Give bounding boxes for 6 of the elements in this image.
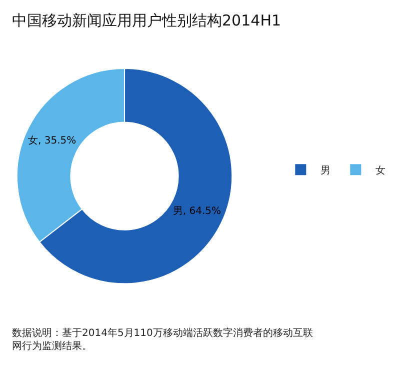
chart-title: 中国移动新闻应用用户性别结构2014H1: [12, 11, 282, 30]
data-label: 女, 35.5%: [28, 134, 76, 147]
text: 数据说明：基于2014年5月110万移动端活跃数字消费者的移动互联网行为监测结果。: [12, 327, 313, 352]
legend-label: 女: [376, 164, 386, 176]
legend-label: 男: [320, 166, 331, 176]
data-label: 男, 64.5%: [172, 206, 222, 218]
